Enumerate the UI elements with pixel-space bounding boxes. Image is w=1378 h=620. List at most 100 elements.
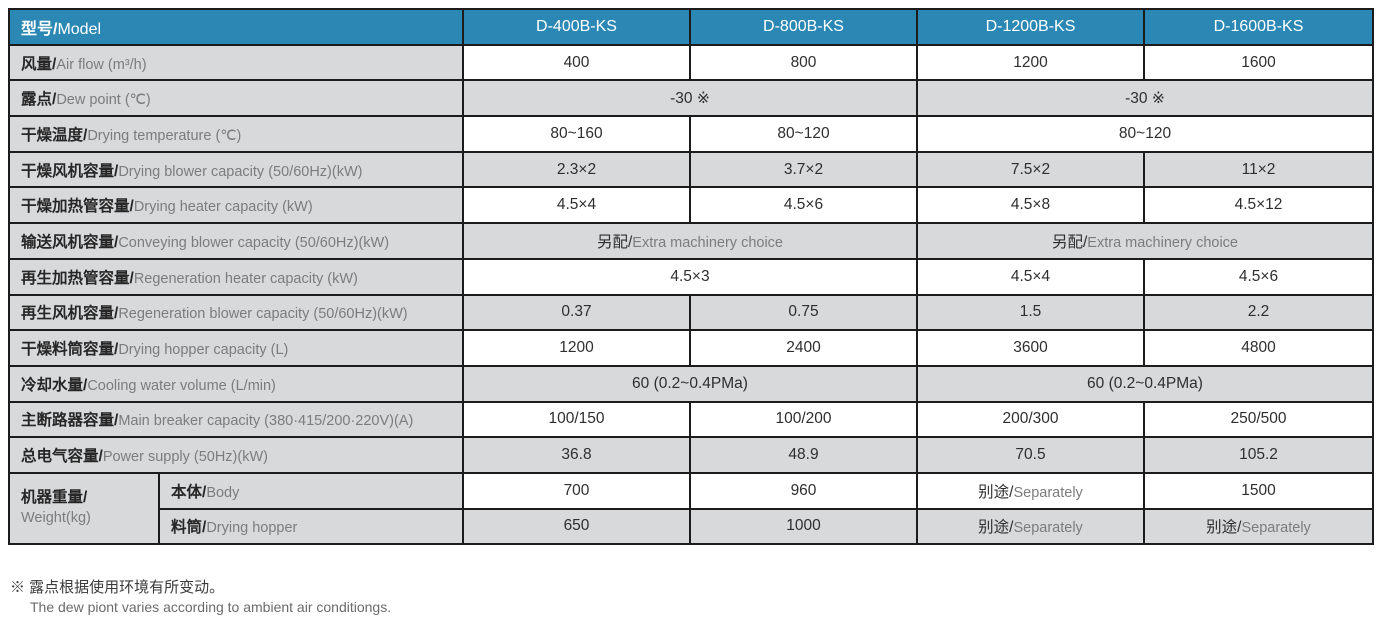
spec-value-cell: 250/500 [1143,400,1374,439]
label-en: Dew point (℃) [56,92,151,109]
spec-row: 总电气容量/Power supply (50Hz)(kW) 36.8 48.9 70.… [8,436,1374,474]
spec-value-cell: 960 [689,471,918,510]
spec-value-cell: 400 [462,43,691,82]
label-zh: 再生加热管容量/ [21,269,134,287]
model-name-d1600: D-1600B-KS [1143,8,1374,46]
row-label: 风量/Air flow (m³/h) [8,43,464,82]
spec-value-cell: 4.5×6 [689,186,918,225]
label-en: Body [206,484,240,501]
model-name-d1200: D-1200B-KS [916,8,1145,46]
spec-value-cell: 60 (0.2~0.4PMa) [462,364,918,403]
row-label: 再生风机容量/Regeneration blower capacity (50/… [8,293,464,332]
row-label: 主断路器容量/Main breaker capacity (380·415/20… [8,400,464,439]
spec-value-cell: 4.5×4 [916,257,1145,296]
spec-table: 型号/Model D-400B-KS D-800B-KS D-1200B-KS … [8,8,1374,546]
spec-row: 干燥温度/Drying temperature (℃) 80~160 80~120 8… [8,115,1374,153]
weight-group-en: Weight(kg) [21,510,91,527]
value-zh: 别途/ [1206,519,1242,537]
model-header-label: 型号/Model [8,8,464,46]
label-zh: 风量/ [21,55,57,73]
row-label: 干燥加热管容量/Drying heater capacity (kW) [8,186,464,225]
label-en: Cooling water volume (L/min) [87,377,276,394]
spec-value-cell: 700 [462,471,691,510]
spec-value-cell: 2.2 [1143,293,1374,332]
label-zh: 干燥温度/ [21,126,88,144]
spec-value-cell: 7.5×2 [916,150,1145,189]
spec-value-cell: 36.8 [462,436,691,474]
spec-value-cell: 60 (0.2~0.4PMa) [916,364,1374,403]
spec-value-cell: 48.9 [689,436,918,474]
spec-row: 干燥加热管容量/Drying heater capacity (kW) 4.5×4… [8,186,1374,225]
value-zh: 另配/ [596,233,633,251]
weight-sub-label: 料筒/Drying hopper [158,507,464,546]
label-en: Regeneration blower capacity (50/60Hz)(k… [118,306,408,323]
spec-value-cell: 4.5×12 [1143,186,1374,225]
spec-value-cell: 4.5×8 [916,186,1145,225]
label-zh: 总电气容量/ [21,448,103,466]
spec-value-cell: 80~160 [462,115,691,153]
spec-row: 干燥风机容量/Drying blower capacity (50/60Hz)(… [8,150,1374,189]
spec-value-cell: 4.5×3 [462,257,918,296]
label-zh: 干燥料筒容量/ [21,341,119,359]
label-zh: 干燥风机容量/ [21,162,119,180]
spec-row: 输送风机容量/Conveying blower capacity (50/60H… [8,222,1374,260]
row-label: 干燥料筒容量/Drying hopper capacity (L) [8,329,464,367]
spec-value-cell: 1200 [462,329,691,367]
label-en: Air flow (m³/h) [56,56,147,73]
spec-value-cell: 2.3×2 [462,150,691,189]
value-en: Separately [1241,520,1311,537]
spec-value-cell: 1600 [1143,43,1374,82]
spec-row: 再生加热管容量/Regeneration heater capacity (kW… [8,257,1374,296]
spec-table-header: 型号/Model D-400B-KS D-800B-KS D-1200B-KS … [8,8,1374,46]
label-zh: 再生风机容量/ [21,305,119,323]
footnote-zh: ※ 露点根据使用环境有所变动。 [10,579,225,596]
spec-row: 主断路器容量/Main breaker capacity (380·415/20… [8,400,1374,439]
value-en: Extra machinery choice [1087,234,1238,251]
label-en: Drying blower capacity (50/60Hz)(kW) [118,163,363,180]
spec-value-cell: 80~120 [689,115,918,153]
spec-value-cell: 0.37 [462,293,691,332]
row-label: 输送风机容量/Conveying blower capacity (50/60H… [8,222,464,260]
spec-value-cell: 11×2 [1143,150,1374,189]
spec-value-cell: -30 ※ [462,79,918,118]
value-en: Separately [1013,484,1083,501]
value-en: Separately [1013,520,1083,537]
model-name-d400: D-400B-KS [462,8,691,46]
spec-value-cell: 1500 [1143,471,1374,510]
spec-value-cell: 105.2 [1143,436,1374,474]
label-zh: 露点/ [21,91,57,109]
spec-value-cell: 1200 [916,43,1145,82]
spec-value-cell: -30 ※ [916,79,1374,118]
spec-value-cell: 3.7×2 [689,150,918,189]
spec-value-cell: 别途/Separately [916,507,1145,546]
label-zh: 主断路器容量/ [21,412,119,430]
spec-value-cell: 650 [462,507,691,546]
header-row: 型号/Model D-400B-KS D-800B-KS D-1200B-KS … [8,8,1374,46]
row-label: 再生加热管容量/Regeneration heater capacity (kW… [8,257,464,296]
label-en: Drying hopper capacity (L) [118,342,289,359]
label-en: Drying hopper [206,520,298,537]
model-header-label-en: Model [57,20,102,38]
spec-row: 冷却水量/Cooling water volume (L/min) 60 (0.2… [8,364,1374,403]
spec-row: 再生风机容量/Regeneration blower capacity (50/… [8,293,1374,332]
spec-value-cell: 100/200 [689,400,918,439]
value-zh: 另配/ [1051,233,1088,251]
value-zh: 别途/ [978,519,1014,537]
row-label: 冷却水量/Cooling water volume (L/min) [8,364,464,403]
spec-value-cell: 800 [689,43,918,82]
spec-value-cell: 1.5 [916,293,1145,332]
spec-value-cell: 2400 [689,329,918,367]
label-zh: 输送风机容量/ [21,233,119,251]
spec-row: 风量/Air flow (m³/h) 400 800 1200 1600 [8,43,1374,82]
spec-row: 露点/Dew point (℃) -30 ※ -30 ※ [8,79,1374,118]
weight-group-zh: 机器重量/ [21,489,88,507]
spec-value-cell: 4800 [1143,329,1374,367]
row-label: 总电气容量/Power supply (50Hz)(kW) [8,436,464,474]
spec-value-cell: 100/150 [462,400,691,439]
weight-group-label: 机器重量/Weight(kg) [8,471,160,546]
spec-value-cell: 别途/Separately [916,471,1145,510]
spec-value-cell: 另配/Extra machinery choice [916,222,1374,260]
value-en: Extra machinery choice [632,234,783,251]
footnote: ※ 露点根据使用环境有所变动。 The dew piont varies acc… [10,578,391,617]
label-zh: 冷却水量/ [21,376,88,394]
